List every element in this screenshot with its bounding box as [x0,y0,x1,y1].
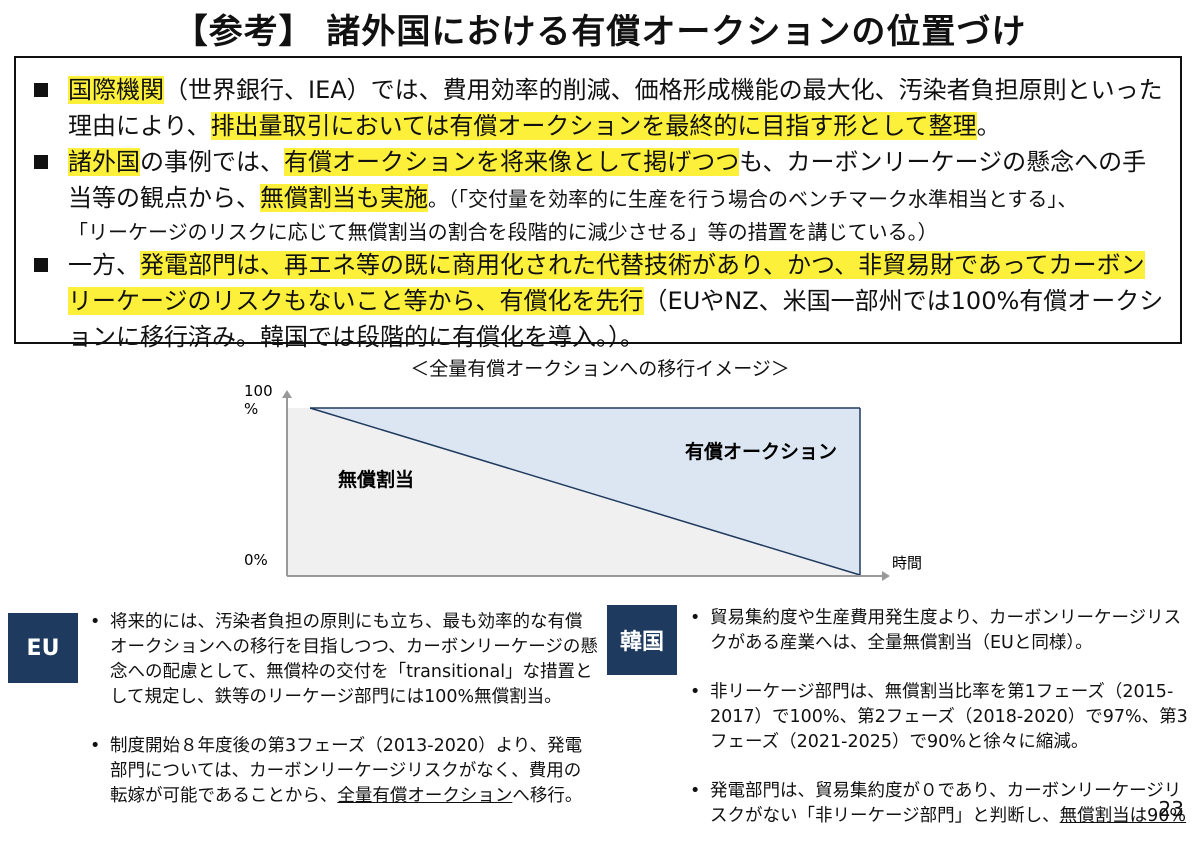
body-text: 一方、 [68,251,140,279]
highlight-text: 排出量取引においては有償オークションを最終的に目指す形として整理 [210,112,977,140]
y-axis-arrow-icon [282,390,292,398]
korea-section: 貿易集約度や生産費用発生度より、カーボンリーケージリスクがある産業へは、全量無償… [688,606,1190,853]
square-bullet-icon [34,144,68,180]
page-title: 【参考】 諸外国における有償オークションの位置づけ [173,12,1027,52]
body-text: 発電部門は、貿易集約度が０であり、カーボンリーケージリスクがない「非リーケージ部… [710,781,1182,826]
body-text: 「リーケージのリスクに応じて無償割当の割合を段階的に減少させる」等の措置を講じて… [68,220,938,244]
list-item: 将来的には、汚染者負担の原則にも立ち、最も効率的な有償オークションへの移行を目指… [88,610,598,710]
chart-title: ＜全量有償オークションへの移行イメージ＞ [410,358,790,380]
eu-section: 将来的には、汚染者負担の原則にも立ち、最も効率的な有償オークションへの移行を目指… [88,610,598,833]
body-text: 制度開始８年度後の第3フェーズ（2013-2020）より、発電部門については、カ… [110,736,583,806]
body-text: の事例では、 [140,148,284,176]
transition-line [309,407,861,576]
underlined-text: 無償割当は90% [1059,806,1187,826]
list-item: 制度開始８年度後の第3フェーズ（2013-2020）より、発電部門については、カ… [88,734,598,809]
list-item: 発電部門は、貿易集約度が０であり、カーボンリーケージリスクがない「非リーケージ部… [688,779,1190,829]
square-bullet-icon [34,72,68,108]
highlight-text: 無償割当も実施 [260,184,428,212]
free-allocation-area [288,408,860,575]
korea-label: 韓国 [607,605,677,675]
summary-paragraph-1: 国際機関（世界銀行、IEA）では、費用効率的削減、価格形成機能の最大化、汚染者負… [34,72,1166,144]
summary-box: 国際機関（世界銀行、IEA）では、費用効率的削減、価格形成機能の最大化、汚染者負… [14,56,1182,351]
highlight-text: 有償オークションを将来像として掲げつつ [284,148,740,176]
body-text: も、カーボンリーケージの懸念への手当等の観点から、 [68,148,1147,212]
y-tick-label-bottom: 0% [244,551,268,569]
list-item: 非リーケージ部門は、無償割当比率を第1フェーズ（2015-2017）で100%、… [688,680,1190,755]
summary-paragraph-2-cont: 「リーケージのリスクに応じて無償割当の割合を段階的に減少させる」等の措置を講じて… [34,217,1166,247]
eu-label: EU [8,613,78,683]
y-tick-label-top-unit: % [244,400,258,418]
x-axis-arrow-icon [882,571,890,581]
square-bullet-icon [34,247,68,283]
body-text: 。 [976,112,1001,140]
summary-paragraph-2: 諸外国の事例では、有償オークションを将来像として掲げつつも、カーボンリーケージの… [34,144,1166,217]
body-text: 。（「交付量を効率的に生産を行う場合のベンチマーク水準相当とする」、 [428,187,1078,211]
page-number: 23 [1158,797,1184,821]
highlight-text: 国際機関 [68,76,164,104]
body-text: （世界銀行、IEA）では、費用効率的削減、価格形成機能の最大化、汚染者負担原則と… [68,76,1163,140]
body-text: （EUやNZ、米国一部州では100%有償オークションに移行済み。韓国では段階的に… [68,287,1164,351]
summary-paragraph-3: 一方、発電部門は、再エネ等の既に商用化された代替技術があり、かつ、非貿易財であっ… [34,247,1166,355]
body-text: へ移行。 [512,786,583,806]
highlight-text: 諸外国 [68,148,140,176]
underlined-text: 全量有償オークション [337,786,513,806]
x-axis-label: 時間 [892,554,922,572]
transition-chart: 100 % 0% 時間 無償割当 有償オークション [244,382,922,581]
y-tick-label-top: 100 [244,382,273,400]
list-item: 貿易集約度や生産費用発生度より、カーボンリーケージリスクがある産業へは、全量無償… [688,606,1190,656]
series-label-free: 無償割当 [338,468,414,491]
series-label-auction: 有償オークション [685,440,837,463]
